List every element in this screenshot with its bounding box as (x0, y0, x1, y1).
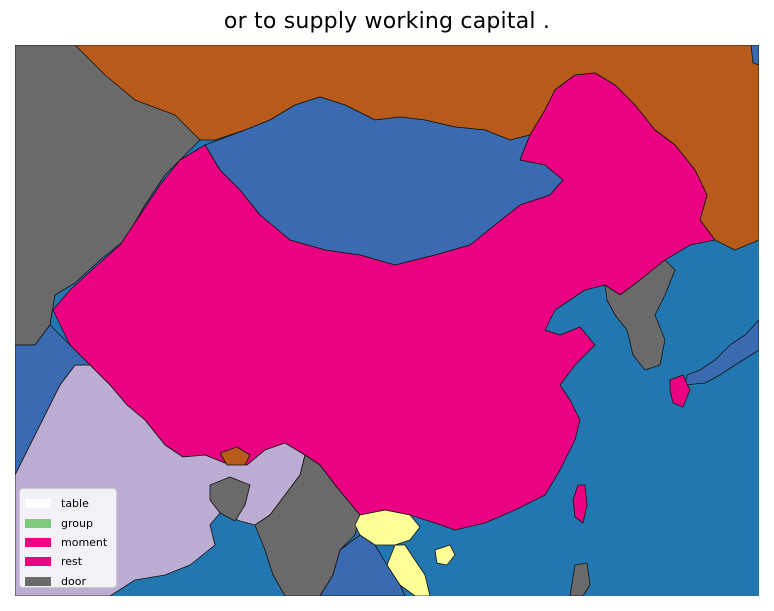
legend-item: rest (25, 552, 116, 571)
legend-label: moment (61, 535, 108, 549)
region-bhutan (219, 446, 251, 466)
region-pakistan (15, 324, 91, 476)
region-taiwan (572, 484, 588, 524)
map-svg (15, 45, 759, 596)
legend-label: rest (61, 555, 83, 569)
map-title: or to supply working capital . (223, 9, 551, 34)
legend-swatch (25, 576, 51, 586)
legend-swatch (25, 537, 51, 547)
region-korea (604, 259, 676, 371)
legend-item: door (25, 572, 116, 591)
legend-swatch (25, 499, 51, 509)
region-hainan (434, 544, 456, 566)
legend-swatch (25, 518, 51, 528)
map-canvas (15, 45, 759, 596)
region-japan-kyushu (669, 374, 691, 408)
legend-item: moment (25, 533, 116, 552)
map-legend: table group moment rest door (19, 488, 117, 588)
region-japan (684, 319, 759, 386)
legend-label: door (61, 574, 86, 588)
legend-label: table (61, 497, 89, 511)
region-vietnam (354, 509, 431, 596)
region-myanmar (254, 454, 361, 596)
legend-swatch (25, 557, 51, 567)
legend-label: group (61, 516, 93, 530)
legend-item: table (25, 494, 116, 513)
legend-item: group (25, 513, 116, 532)
region-philippines (569, 562, 591, 596)
region-bangladesh (209, 476, 251, 522)
region-hokkaido (750, 45, 759, 66)
